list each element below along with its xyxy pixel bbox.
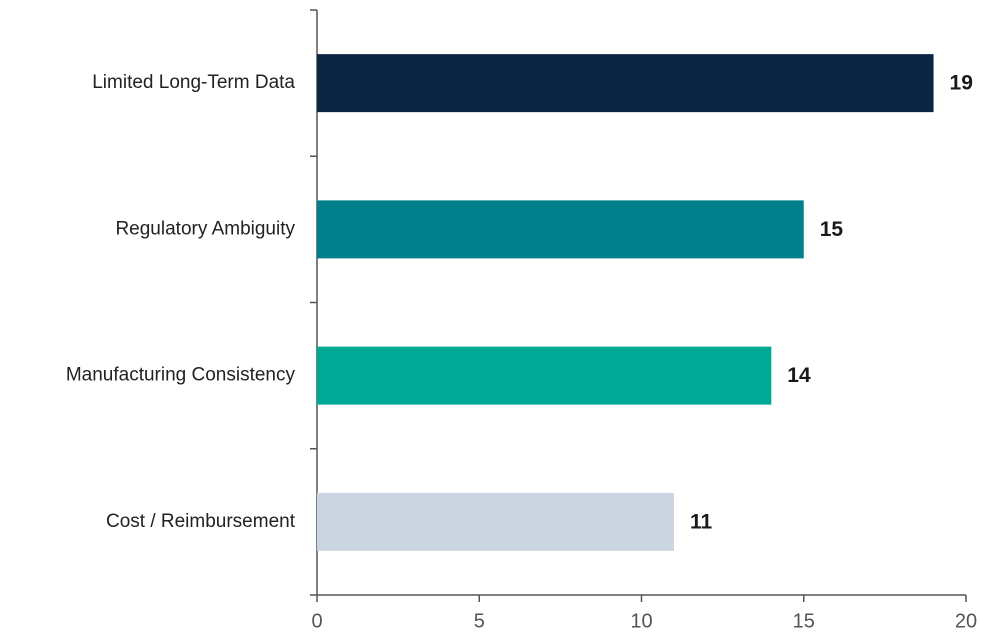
value-label: 11 xyxy=(690,510,713,533)
value-label: 19 xyxy=(950,72,973,95)
category-label: Manufacturing Consistency xyxy=(66,365,296,386)
category-label: Limited Long-Term Data xyxy=(92,72,295,93)
x-tick-label: 15 xyxy=(793,610,815,632)
bar xyxy=(317,54,934,113)
value-label: 14 xyxy=(787,364,811,387)
x-tick-label: 20 xyxy=(955,610,977,632)
bar xyxy=(317,200,804,259)
x-tick-label: 5 xyxy=(474,610,485,632)
x-tick-label: 0 xyxy=(311,610,322,632)
bar xyxy=(317,346,772,405)
value-label: 15 xyxy=(820,218,844,241)
category-label: Regulatory Ambiguity xyxy=(115,218,295,239)
category-label: Cost / Reimbursement xyxy=(106,511,296,532)
bar xyxy=(317,492,674,551)
x-tick-label: 10 xyxy=(630,610,652,632)
